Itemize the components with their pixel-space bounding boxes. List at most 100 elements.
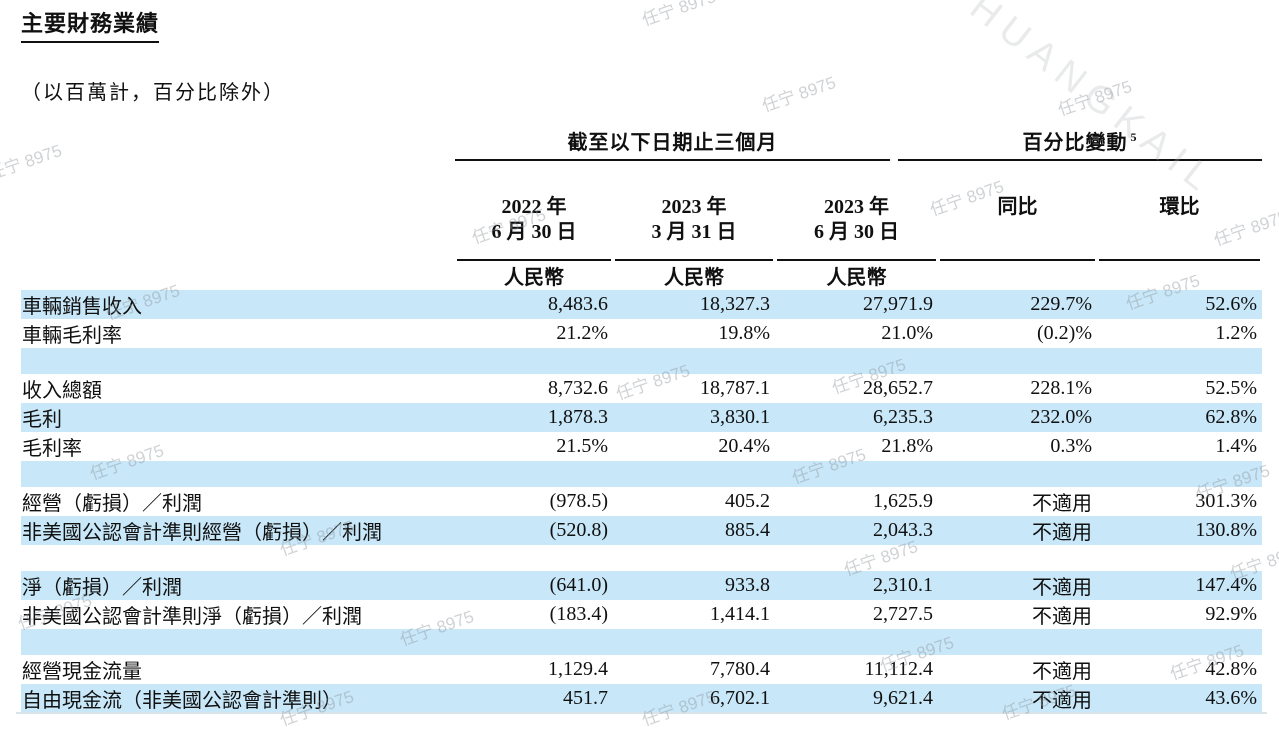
cell-value: 62.8% — [1205, 406, 1257, 428]
cell-value: 21.8% — [881, 435, 933, 457]
cell-value: 1,625.9 — [873, 490, 933, 512]
cell-value: (0.2)% — [1037, 322, 1092, 344]
cell-value: 1,129.4 — [548, 658, 608, 680]
spacer-row — [21, 461, 1262, 487]
cell-value: 不適用 — [1032, 522, 1092, 544]
empty-cell — [21, 261, 455, 290]
cell-value: 8,732.6 — [548, 377, 608, 399]
col-header-year: 2023 年 — [661, 196, 727, 218]
cell-value: (520.8) — [549, 519, 608, 541]
cell-value: 0.3% — [1050, 435, 1092, 457]
column-rule — [457, 258, 611, 261]
table-row: 淨（虧損）／利潤 (641.0) 933.8 2,310.1 不適用 147.4% — [21, 571, 1262, 600]
cell-value: 21.2% — [556, 322, 608, 344]
col-header-2023-06-30: 2023 年 6 月 30 日 — [775, 161, 938, 258]
spacer-cell — [21, 348, 1262, 374]
col-header-date: 3 月 31 日 — [651, 221, 737, 243]
row-label: 經營（虧損）／利潤 — [22, 493, 202, 515]
column-rule-row — [21, 258, 1262, 261]
column-group-change: 百分比變動 5 — [898, 126, 1262, 161]
row-label: 非美國公認會計準則淨（虧損）／利潤 — [22, 606, 362, 628]
empty-cell — [21, 126, 455, 161]
watermark-text: 任宁 8975 — [759, 72, 839, 116]
table-body: 車輛銷售收入 8,483.6 18,327.3 27,971.9 229.7% 52.6%… — [21, 290, 1262, 713]
cell-value: 228.1% — [1030, 377, 1092, 399]
col-header-year: 2023 年 — [824, 196, 889, 218]
col-header-2022-06-30: 2022 年 6 月 30 日 — [455, 161, 613, 258]
watermark-text: 任宁 8975 — [1055, 76, 1135, 120]
cell-value: 27,971.9 — [863, 293, 933, 315]
table-row: 毛利 1,878.3 3,830.1 6,235.3 232.0% 62.8% — [21, 403, 1262, 432]
cell-value: 405.2 — [725, 490, 770, 512]
spacer-cell — [21, 461, 1262, 487]
spacer-row — [21, 545, 1262, 571]
cell-value: 21.5% — [556, 435, 608, 457]
cell-value: 229.7% — [1030, 293, 1092, 315]
cell-value: 3,830.1 — [710, 406, 770, 428]
unit-label-rmb: 人民幣 — [826, 267, 887, 289]
column-group-change-label: 百分比變動 — [1022, 132, 1128, 154]
page-title: 主要財務業績 — [21, 6, 160, 43]
cell-value: 147.4% — [1195, 574, 1257, 596]
unit-label-rmb: 人民幣 — [504, 267, 564, 289]
cell-value: 28,652.7 — [863, 377, 933, 399]
watermark-text: 任宁 8975 — [639, 0, 719, 30]
cell-value: 21.0% — [881, 322, 933, 344]
column-rule — [777, 258, 936, 261]
column-group-period-label: 截至以下日期止三個月 — [567, 132, 778, 154]
cell-value: (183.4) — [549, 603, 608, 625]
row-label: 淨（虧損）／利潤 — [22, 577, 182, 599]
empty-cell — [938, 261, 1097, 290]
cell-value: 不適用 — [1032, 606, 1092, 628]
cell-value: 9,621.4 — [873, 687, 933, 709]
column-rule — [615, 258, 773, 261]
cell-value: 不適用 — [1032, 661, 1092, 683]
col-header-year: 2022 年 — [501, 196, 567, 218]
table-row: 車輛毛利率 21.2% 19.8% 21.0% (0.2)% 1.2% — [21, 319, 1262, 348]
cell-value: 不適用 — [1032, 577, 1092, 599]
financial-table: 截至以下日期止三個月 百分比變動 5 2022 年 6 月 30 日 2023 年 — [21, 126, 1262, 713]
cell-value: 2,310.1 — [873, 574, 933, 596]
cell-value: 42.8% — [1205, 658, 1257, 680]
cell-value: 933.8 — [725, 574, 770, 596]
row-label: 毛利率 — [22, 438, 82, 460]
row-label: 毛利 — [22, 409, 62, 431]
column-group-period: 截至以下日期止三個月 — [455, 126, 890, 161]
page-bottom-rule — [16, 712, 1267, 714]
row-label: 收入總額 — [22, 380, 102, 402]
cell-value: 52.6% — [1205, 293, 1257, 315]
cell-value: 20.4% — [718, 435, 770, 457]
table-row: 車輛銷售收入 8,483.6 18,327.3 27,971.9 229.7% 52.6% — [21, 290, 1262, 319]
cell-value: 1.4% — [1215, 435, 1257, 457]
cell-value: 130.8% — [1195, 519, 1257, 541]
empty-cell — [1097, 261, 1262, 290]
cell-value: 232.0% — [1030, 406, 1092, 428]
column-header-row: 2022 年 6 月 30 日 2023 年 3 月 31 日 2023 年 6… — [21, 161, 1262, 258]
table-row: 毛利率 21.5% 20.4% 21.8% 0.3% 1.4% — [21, 432, 1262, 461]
cell-value: 19.8% — [718, 322, 770, 344]
column-group-change-cell: 百分比變動 5 — [898, 126, 1262, 161]
row-label: 經營現金流量 — [22, 661, 142, 683]
spacer-row — [21, 348, 1262, 374]
unit-label-rmb: 人民幣 — [664, 267, 724, 289]
cell-value: 1.2% — [1215, 322, 1257, 344]
row-label: 車輛銷售收入 — [22, 296, 142, 318]
table-row: 非美國公認會計準則經營（虧損）／利潤 (520.8) 885.4 2,043.3 不適用… — [21, 516, 1262, 545]
cell-value: 11,112.4 — [864, 658, 933, 680]
col-header-date: 6 月 30 日 — [491, 221, 577, 243]
col-header-yoy: 同比 — [997, 196, 1038, 218]
cell-value: (978.5) — [549, 490, 608, 512]
cell-value: (641.0) — [549, 574, 608, 596]
table-row: 經營（虧損）／利潤 (978.5) 405.2 1,625.9 不適用 301.3% — [21, 487, 1262, 516]
cell-value: 2,043.3 — [873, 519, 933, 541]
cell-value: 301.3% — [1195, 490, 1257, 512]
column-rule — [1099, 258, 1260, 261]
cell-value: 8,483.6 — [548, 293, 608, 315]
cell-value: 52.5% — [1205, 377, 1257, 399]
cell-value: 18,327.3 — [700, 293, 770, 315]
cell-value: 不適用 — [1032, 690, 1092, 712]
cell-value: 1,878.3 — [548, 406, 608, 428]
cell-value: 18,787.1 — [700, 377, 770, 399]
cell-value: 2,727.5 — [873, 603, 933, 625]
